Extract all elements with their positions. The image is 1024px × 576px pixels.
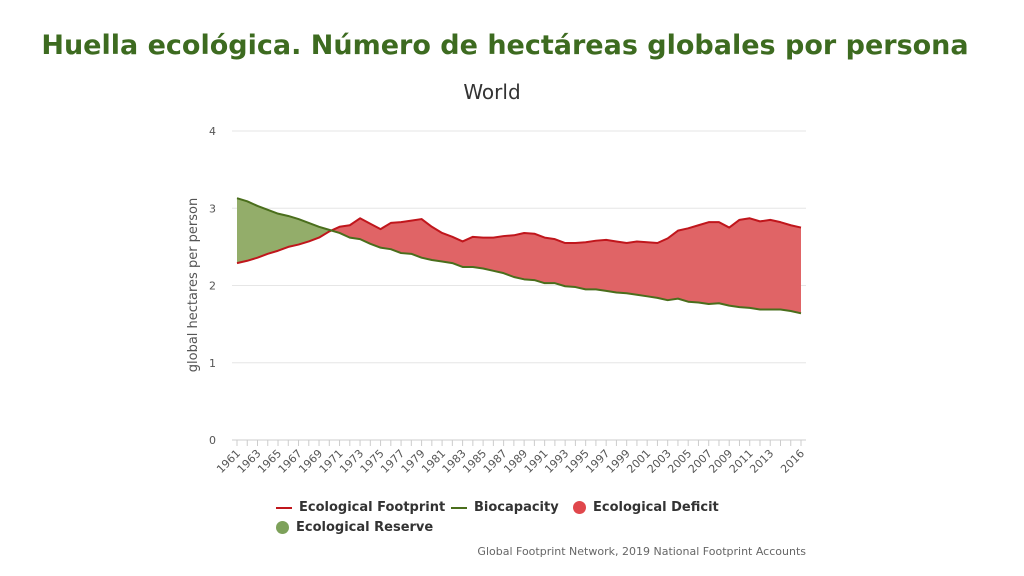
legend-label-deficit: Ecological Deficit	[593, 500, 719, 515]
x-tick-label: 2013	[747, 447, 776, 476]
legend-item-biocapacity[interactable]: Biocapacity	[451, 500, 559, 515]
deficit-dot-icon	[573, 501, 586, 514]
source-credit: Global Footprint Network, 2019 National …	[477, 545, 806, 558]
y-tick-label: 4	[209, 125, 216, 138]
legend-label-footprint: Ecological Footprint	[299, 500, 446, 515]
lines	[236, 197, 802, 315]
legend-item-footprint[interactable]: Ecological Footprint	[276, 500, 445, 515]
slide-title: Huella ecológica. Número de hectáreas gl…	[41, 30, 969, 61]
legend-label-reserve: Ecological Reserve	[296, 520, 434, 535]
legend-item-reserve[interactable]: Ecological Reserve	[276, 520, 433, 535]
ecological-reserve-area	[237, 198, 332, 264]
legend-label-biocapacity: Biocapacity	[474, 500, 559, 515]
y-tick-label: 0	[209, 434, 216, 447]
x-tick-label: 2016	[778, 447, 807, 476]
chart-title: World	[463, 80, 521, 104]
y-tick-label: 1	[209, 357, 216, 370]
areas	[237, 198, 801, 314]
y-tick-label: 3	[209, 202, 216, 215]
ecological-deficit-area	[331, 218, 801, 314]
biocapacity-line-icon	[451, 506, 467, 509]
footprint-line-icon	[276, 506, 292, 509]
biocapacity-line	[236, 197, 802, 315]
y-axis-label: global hectares per person	[186, 198, 201, 372]
legend-item-deficit[interactable]: Ecological Deficit	[573, 500, 719, 515]
reserve-dot-icon	[276, 521, 289, 534]
y-tick-label: 2	[209, 280, 216, 293]
